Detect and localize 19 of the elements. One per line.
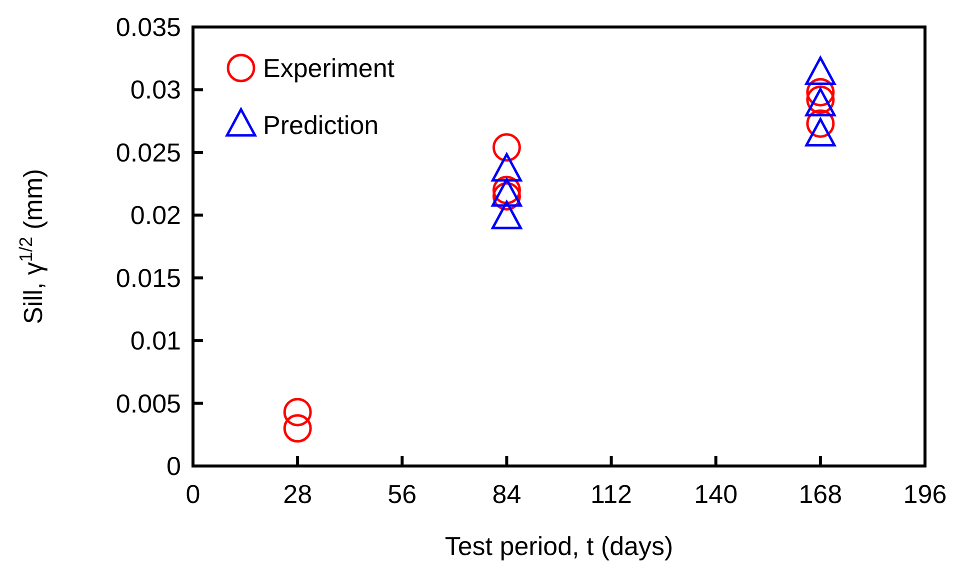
y-tick-label: 0.015 — [116, 262, 181, 293]
legend-label: Prediction — [263, 110, 379, 140]
y-tick-label: 0.035 — [116, 12, 181, 42]
x-tick-label: 196 — [903, 479, 947, 509]
legend-label: Experiment — [263, 53, 396, 83]
y-tick-label: 0.03 — [130, 74, 181, 105]
y-tick-label: 0 — [166, 451, 181, 481]
x-axis-title: Test period, t (days) — [444, 531, 674, 561]
x-tick-label: 168 — [798, 479, 842, 509]
y-tick-label: 0.025 — [116, 137, 181, 168]
y-tick-label: 0.005 — [116, 388, 181, 418]
x-tick-label: 28 — [283, 479, 312, 509]
x-tick-label: 84 — [492, 479, 522, 509]
y-tick-label: 0.01 — [130, 326, 181, 356]
x-tick-label: 112 — [590, 479, 632, 509]
x-tick-label: 140 — [694, 479, 738, 509]
y-tick-label: 0.02 — [130, 200, 181, 230]
x-tick-label: 56 — [388, 479, 417, 509]
x-tick-label: 0 — [186, 479, 200, 509]
